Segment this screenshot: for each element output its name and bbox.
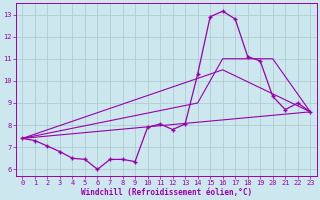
X-axis label: Windchill (Refroidissement éolien,°C): Windchill (Refroidissement éolien,°C) [81, 188, 252, 197]
